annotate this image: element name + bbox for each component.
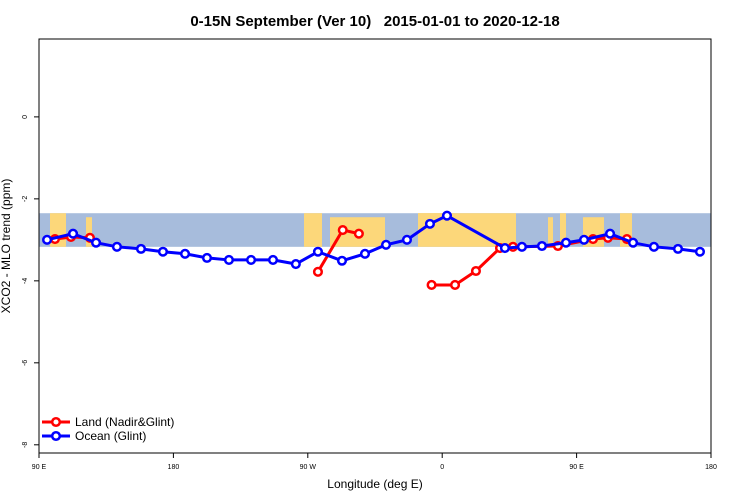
- y-tick-label: -2: [22, 196, 29, 202]
- x-tick-label: 90 E: [569, 464, 584, 471]
- x-tick-label: 180: [168, 464, 180, 471]
- land-area: [560, 213, 566, 247]
- y-tick-label: 0: [22, 115, 29, 119]
- data-point: [579, 234, 590, 245]
- x-tick-label: 180: [705, 464, 717, 471]
- data-point: [499, 242, 510, 254]
- data-point: [267, 254, 279, 265]
- data-point: [694, 246, 705, 257]
- data-point: [424, 218, 436, 229]
- data-point: [201, 252, 213, 263]
- data-point: [135, 243, 147, 254]
- x-tick-label: 90 W: [300, 464, 317, 471]
- x-axis-label: Longitude (deg E): [327, 477, 422, 491]
- legend-label: Ocean (Glint): [75, 429, 146, 443]
- legend-label: Land (Nadir&Glint): [75, 415, 174, 429]
- data-point: [449, 279, 461, 290]
- chart-title: 0-15N September (Ver 10) 2015-01-01 to 2…: [190, 13, 559, 30]
- data-point: [223, 254, 235, 265]
- y-tick-label: -8: [22, 442, 29, 448]
- data-point: [111, 241, 123, 252]
- series-ocean: [42, 210, 705, 270]
- data-point: [627, 237, 639, 248]
- data-point: [353, 228, 364, 239]
- data-point: [337, 224, 348, 236]
- legend: Land (Nadir&Glint)Ocean (Glint): [42, 415, 174, 443]
- data-point: [605, 228, 616, 239]
- data-point: [426, 279, 437, 290]
- data-point: [470, 265, 481, 277]
- map-band: [39, 213, 711, 247]
- x-tick-label: 90 E: [32, 464, 47, 471]
- land-area: [86, 217, 92, 247]
- land-area: [304, 213, 322, 247]
- data-point: [312, 266, 324, 277]
- data-point: [441, 210, 453, 221]
- y-tick-label: -6: [22, 360, 29, 366]
- data-point: [336, 255, 348, 266]
- data-point: [157, 246, 168, 257]
- y-axis-label: XCO2 - MLO trend (ppm): [0, 179, 13, 314]
- data-point: [67, 228, 79, 239]
- legend-marker: [50, 416, 62, 428]
- data-point: [381, 239, 392, 250]
- data-point: [516, 241, 527, 252]
- data-point: [290, 258, 301, 270]
- legend-marker: [50, 430, 62, 442]
- x-tick-label: 0: [440, 464, 444, 471]
- y-tick-label: -4: [22, 278, 29, 284]
- data-point: [536, 240, 548, 252]
- data-point: [560, 237, 572, 248]
- data-point: [359, 248, 371, 259]
- data-point: [312, 246, 324, 257]
- land-area: [548, 217, 553, 247]
- data-point: [42, 234, 53, 245]
- data-point: [672, 243, 684, 254]
- plot-frame: [38, 38, 712, 454]
- data-point: [648, 241, 660, 252]
- data-point: [90, 237, 102, 248]
- data-point: [401, 234, 413, 245]
- data-point: [246, 254, 257, 265]
- data-point: [179, 248, 191, 259]
